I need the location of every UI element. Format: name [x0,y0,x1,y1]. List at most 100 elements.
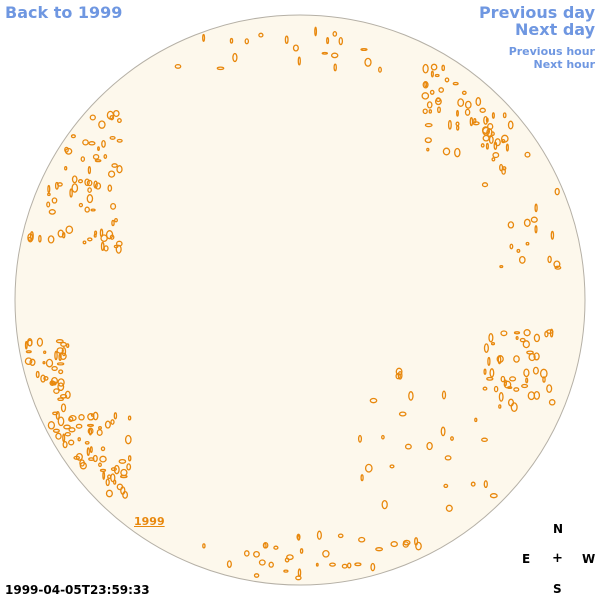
active-region-contour [66,343,70,348]
active-region-contour [404,443,412,450]
active-region-contour [258,32,264,38]
active-region-contour [542,376,546,383]
active-region-contour [42,361,46,365]
active-region-contour [450,436,454,441]
active-region-contour [533,390,541,400]
active-region-contour [488,135,494,144]
active-region-contour [292,44,299,52]
active-region-contour [103,245,109,252]
next-day-link[interactable]: Next day [515,20,595,39]
active-region-contour [64,166,68,171]
compass-north-label: N [553,522,564,536]
active-region-contour [528,353,536,362]
active-region-contour [126,463,132,471]
active-region-contour [397,370,403,380]
back-to-year-link[interactable]: Back to 1999 [5,3,123,22]
active-region-contour [78,414,85,421]
active-region-contour [408,391,414,401]
active-region-contour [546,384,553,393]
active-region-contour [59,352,67,361]
active-region-contour [47,421,56,430]
observation-timestamp: 1999-04-05T23:59:33 [5,583,150,597]
active-region-contour [51,365,58,372]
active-region-contour [110,202,117,210]
active-region-contour [424,81,428,88]
active-region-contour [337,533,344,539]
active-region-contour [507,398,515,407]
active-region-contour [90,208,96,212]
active-region-contour [77,437,81,442]
active-region-contour [25,350,32,354]
active-region-contour [544,330,549,338]
active-region-contour [375,547,384,552]
year-link[interactable]: 1999 [134,515,165,528]
active-region-contour [57,416,65,427]
active-region-contour [475,97,482,107]
active-region-contour [55,339,64,344]
active-region-contour [110,419,115,425]
active-region-contour [426,101,433,109]
active-region-contour [100,234,108,243]
active-region-contour [437,106,441,114]
active-region-contour [505,143,509,152]
active-region-contour [62,433,66,443]
previous-day-link[interactable]: Previous day [478,3,595,22]
active-region-contour [329,562,336,567]
active-region-contour [357,434,363,443]
active-region-contour [473,118,477,124]
active-region-contour [364,463,373,473]
active-region-contour [483,343,489,353]
active-region-contour [442,147,451,156]
active-region-contour [316,530,322,540]
active-region-contour [70,134,76,139]
next-hour-link[interactable]: Next hour [533,58,596,71]
active-region-contour [482,386,488,391]
active-region-contour [47,235,55,244]
active-region-contour [45,358,54,368]
active-region-contour [369,397,378,404]
active-region-contour [97,146,100,151]
active-region-contour [422,63,429,74]
previous-hour-link[interactable]: Previous hour [508,45,595,58]
active-region-contour [52,428,60,433]
active-region-contour [115,244,122,254]
active-region-contour [68,416,74,422]
active-region-contour [26,338,33,347]
active-region-contour [109,135,116,140]
active-region-contour [86,423,95,427]
compass-south-label: S [553,582,562,596]
active-region-contour [503,380,512,389]
active-region-contour [24,357,33,366]
active-region-contour [502,112,507,119]
active-region-contour [530,216,538,223]
active-region-contour [332,31,338,37]
active-region-contour [523,218,531,227]
active-region-contour [43,350,47,354]
active-region-contour [493,141,498,150]
active-region-contour [521,383,529,389]
active-region-contour [464,108,471,116]
active-region-contour [509,376,517,382]
active-region-contour [493,385,499,393]
active-region-contour [62,440,68,449]
active-region-contour [48,209,56,215]
active-region-contour [50,380,54,385]
active-region-contour [487,123,494,130]
active-region-contour [395,367,403,376]
active-region-contour [113,244,119,249]
active-region-contour [441,390,447,400]
active-region-contour [87,187,92,193]
active-region-contour [100,446,106,452]
active-region-contour [232,52,238,63]
active-region-contour [52,411,59,416]
active-region-contour [57,378,65,387]
active-region-contour [93,233,97,238]
active-region-contour [84,440,90,445]
active-region-contour [470,481,476,487]
active-region-contour [116,117,122,124]
active-region-contour [120,468,128,477]
active-region-contour [124,434,132,445]
active-region-contour [489,368,495,378]
active-region-contour [444,77,450,83]
active-region-contour [513,331,521,335]
